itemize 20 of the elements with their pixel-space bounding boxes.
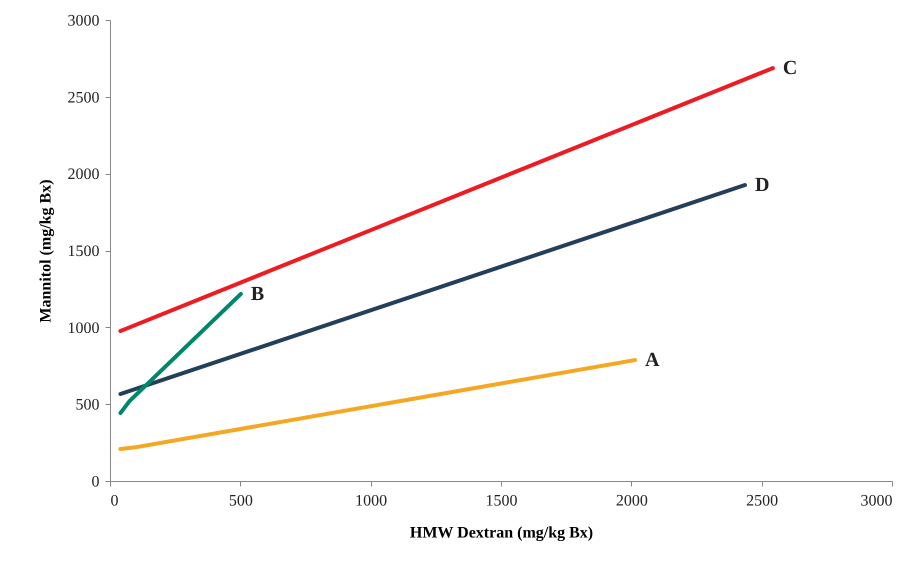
x-tick-label: 1000	[355, 492, 388, 510]
y-tick-label: 1000	[68, 320, 100, 337]
x-tick-label: 500	[228, 492, 253, 510]
x-tick-label: 2500	[746, 492, 778, 510]
y-tick-label: 2000	[68, 166, 100, 184]
y-tick-label: 500	[76, 396, 100, 414]
y-tick-label: 0	[92, 474, 100, 490]
x-axis-title: HMW Dextran (mg/kg Bx)	[410, 524, 594, 542]
series-label: C	[782, 57, 798, 80]
series-label: A	[644, 349, 660, 372]
y-axis-title: Mannitol (mg/kg Bx)	[38, 179, 54, 323]
x-tick-label: 1500	[486, 492, 518, 510]
y-tick-label: 2500	[68, 89, 100, 106]
series-label: B	[250, 282, 264, 305]
x-tick-label: 3000	[860, 492, 892, 510]
y-tick-label: 3000	[68, 12, 100, 30]
x-tick-label: 2000	[616, 492, 648, 510]
y-tick-label: 1500	[68, 243, 100, 260]
series-label: D	[754, 174, 770, 196]
x-tick-label: 0	[110, 492, 118, 510]
